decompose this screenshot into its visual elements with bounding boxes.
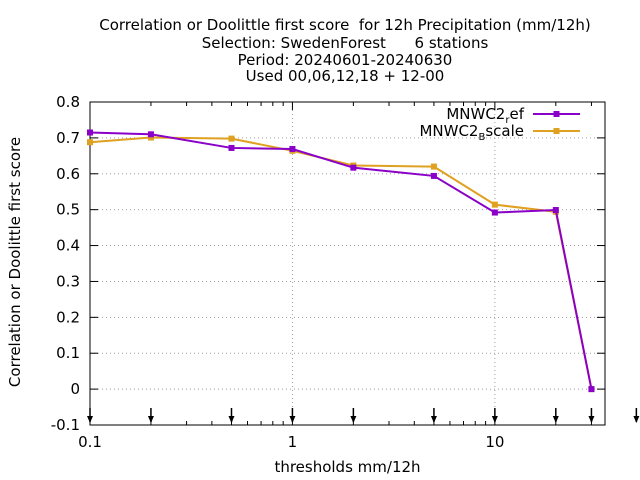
y-tick-label: 0.5	[56, 201, 80, 219]
series-1-point	[588, 386, 595, 393]
title-line-2: Selection: SwedenForest 6 stations	[201, 34, 489, 52]
y-tick-label: 0.3	[56, 272, 80, 290]
legend-label-series-1: MNWC2ref	[446, 105, 524, 126]
threshold-arrow-head	[350, 416, 357, 423]
legend-marker-series-1	[553, 111, 560, 117]
series-line-1	[89, 131, 593, 390]
threshold-arrow-head	[87, 416, 93, 423]
title-line-1: Correlation or Doolittle first score for…	[99, 16, 591, 34]
threshold-arrow-head	[430, 416, 437, 423]
series-2-point	[87, 139, 93, 146]
y-tick-label: 0.4	[56, 237, 80, 255]
series-2-point	[491, 201, 498, 208]
series-1-point	[552, 207, 559, 214]
series-1-point	[491, 209, 498, 216]
y-tick-label: -0.1	[51, 416, 80, 434]
threshold-arrow-head	[588, 416, 595, 423]
x-tick-label: 1	[288, 433, 298, 451]
series-line-2	[89, 136, 593, 390]
y-tick-label: 0.2	[56, 308, 80, 326]
legend-label-series-2: MNWC2Bscale	[419, 122, 524, 143]
title-line-4: Used 00,06,12,18 + 12-00	[245, 67, 445, 85]
threshold-arrow-head	[633, 416, 640, 423]
threshold-arrow-head	[147, 416, 154, 423]
y-tick-label: 0.7	[56, 129, 80, 147]
series-1-point	[87, 129, 93, 136]
series-1-point	[289, 146, 296, 153]
series-1-point	[147, 131, 154, 138]
y-tick-label: 0	[70, 380, 80, 398]
series-1-point	[228, 144, 235, 151]
plot-border	[89, 101, 606, 426]
series-2-point	[228, 135, 235, 142]
y-tick-label: 0.6	[56, 165, 80, 183]
threshold-arrow-head	[289, 416, 296, 423]
series-1-point	[430, 172, 437, 179]
series-1-point	[350, 164, 357, 171]
y-axis-label: Correlation or Doolittle first score	[6, 136, 24, 388]
threshold-arrow-head	[228, 416, 235, 423]
x-tick-label: 0.1	[78, 433, 102, 451]
legend-marker-series-2	[553, 128, 560, 134]
x-tick-label: 10	[485, 433, 504, 451]
x-axis-label: thresholds mm/12h	[274, 458, 421, 476]
threshold-arrow-head	[552, 416, 559, 423]
y-tick-label: 0.1	[56, 344, 80, 362]
series-2-point	[430, 163, 437, 170]
title-line-3: Period: 20240601-20240630	[237, 51, 453, 69]
y-tick-label: 0.8	[56, 93, 80, 111]
series-2-point	[147, 134, 154, 141]
threshold-arrow-head	[491, 416, 498, 423]
